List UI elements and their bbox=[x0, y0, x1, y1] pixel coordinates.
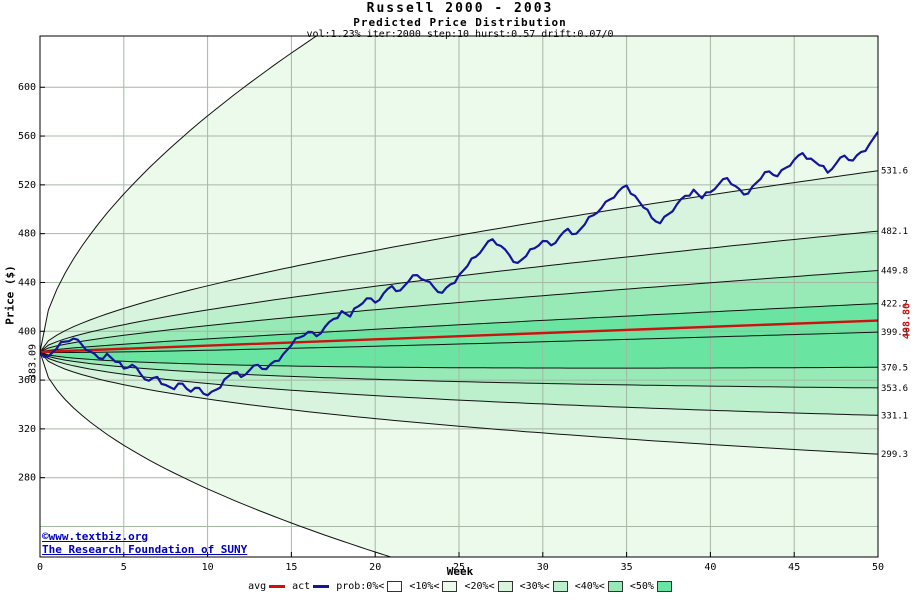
avg-end-price-label: 408.80 bbox=[901, 302, 913, 340]
legend-color-swatch bbox=[552, 581, 568, 592]
legend-color-swatch bbox=[442, 581, 458, 592]
legend-color-swatch bbox=[387, 581, 403, 592]
legend-color-swatch bbox=[497, 581, 513, 592]
legend-item-2: prob:0%< bbox=[336, 581, 403, 592]
chart-title: Russell 2000 - 2003 bbox=[366, 1, 554, 16]
legend-label: <20%< bbox=[464, 581, 495, 592]
legend-line-swatch bbox=[313, 585, 330, 588]
legend-label: <30%< bbox=[519, 581, 550, 592]
decile-end-label: 353.6 bbox=[881, 384, 908, 394]
legend-color-swatch bbox=[607, 581, 623, 592]
chart-parameters: vol:1.23% iter:2000 step:10 hurst:0.57 d… bbox=[306, 29, 614, 40]
y-tick-label: 520 bbox=[18, 180, 36, 191]
decile-curve bbox=[40, 351, 878, 369]
decile-curve bbox=[40, 331, 878, 353]
x-tick-label: 15 bbox=[285, 562, 297, 573]
x-tick-label: 25 bbox=[453, 562, 465, 573]
suny-link[interactable]: The Research Foundation of SUNY bbox=[42, 543, 248, 556]
decile-curve bbox=[40, 170, 878, 353]
y-axis-title: Price ($) bbox=[3, 265, 17, 325]
decile-curve bbox=[40, 351, 878, 416]
textbiz-link[interactable]: ©www.textbiz.org bbox=[42, 530, 148, 543]
y-tick-label: 440 bbox=[18, 277, 36, 288]
legend-color-swatch bbox=[656, 581, 672, 592]
x-axis-title: Week bbox=[446, 565, 474, 578]
legend: avg act prob:0%< <10%< <20%< <30%< <40%< <50% bbox=[0, 581, 920, 592]
decile-end-label: 299.3 bbox=[881, 450, 908, 460]
y-tick-label: 360 bbox=[18, 375, 36, 386]
decile-end-label: 422.7 bbox=[881, 300, 908, 310]
decile-end-label: 449.8 bbox=[881, 267, 908, 277]
decile-end-label: 399.3 bbox=[881, 328, 908, 338]
legend-label: <40%< bbox=[574, 581, 605, 592]
y-tick-label: 480 bbox=[18, 229, 36, 240]
legend-item-1: act bbox=[292, 581, 330, 592]
chart-subtitle: Predicted Price Distribution bbox=[353, 16, 567, 29]
legend-line-swatch bbox=[269, 585, 286, 588]
x-tick-label: 35 bbox=[621, 562, 633, 573]
decile-curve bbox=[40, 351, 878, 455]
actual-price-line bbox=[40, 131, 878, 397]
y-tick-label: 560 bbox=[18, 131, 36, 142]
x-tick-label: 0 bbox=[37, 562, 43, 573]
legend-item-4: <20%< bbox=[464, 581, 513, 592]
x-tick-label: 10 bbox=[202, 562, 214, 573]
legend-label: avg bbox=[248, 581, 267, 592]
x-tick-label: 20 bbox=[369, 562, 381, 573]
decile-curve bbox=[40, 351, 878, 389]
min-envelope-curve bbox=[40, 351, 393, 557]
decile-end-label: 370.5 bbox=[881, 363, 908, 373]
max-envelope-curve bbox=[40, 36, 318, 352]
y-tick-label: 280 bbox=[18, 473, 36, 484]
plot-clip-group bbox=[40, 36, 878, 557]
legend-label: <10%< bbox=[409, 581, 440, 592]
legend-label: act bbox=[292, 581, 311, 592]
decile-end-label: 482.1 bbox=[881, 227, 908, 237]
y-tick-label: 320 bbox=[18, 424, 36, 435]
legend-item-0: avg bbox=[248, 581, 286, 592]
legend-label: <50% bbox=[629, 581, 654, 592]
legend-label: prob:0%< bbox=[336, 581, 385, 592]
legend-item-6: <40%< bbox=[575, 581, 623, 592]
decile-curve bbox=[40, 303, 878, 353]
avg-line bbox=[40, 319, 878, 354]
x-tick-label: 30 bbox=[537, 562, 549, 573]
x-tick-label: 40 bbox=[704, 562, 716, 573]
decile-curve bbox=[40, 270, 878, 353]
y-tick-label: 400 bbox=[18, 326, 36, 337]
legend-item-3: <10%< bbox=[409, 581, 458, 592]
decile-end-label: 331.1 bbox=[881, 411, 908, 421]
x-tick-label: 5 bbox=[121, 562, 127, 573]
x-tick-label: 50 bbox=[872, 562, 884, 573]
x-tick-label: 45 bbox=[788, 562, 800, 573]
legend-item-5: <30%< bbox=[520, 581, 568, 592]
y-tick-label: 600 bbox=[18, 82, 36, 93]
decile-end-label: 531.6 bbox=[881, 167, 908, 177]
legend-item-7: <50% bbox=[630, 581, 672, 592]
start-price-label: 383.09 bbox=[27, 343, 39, 381]
